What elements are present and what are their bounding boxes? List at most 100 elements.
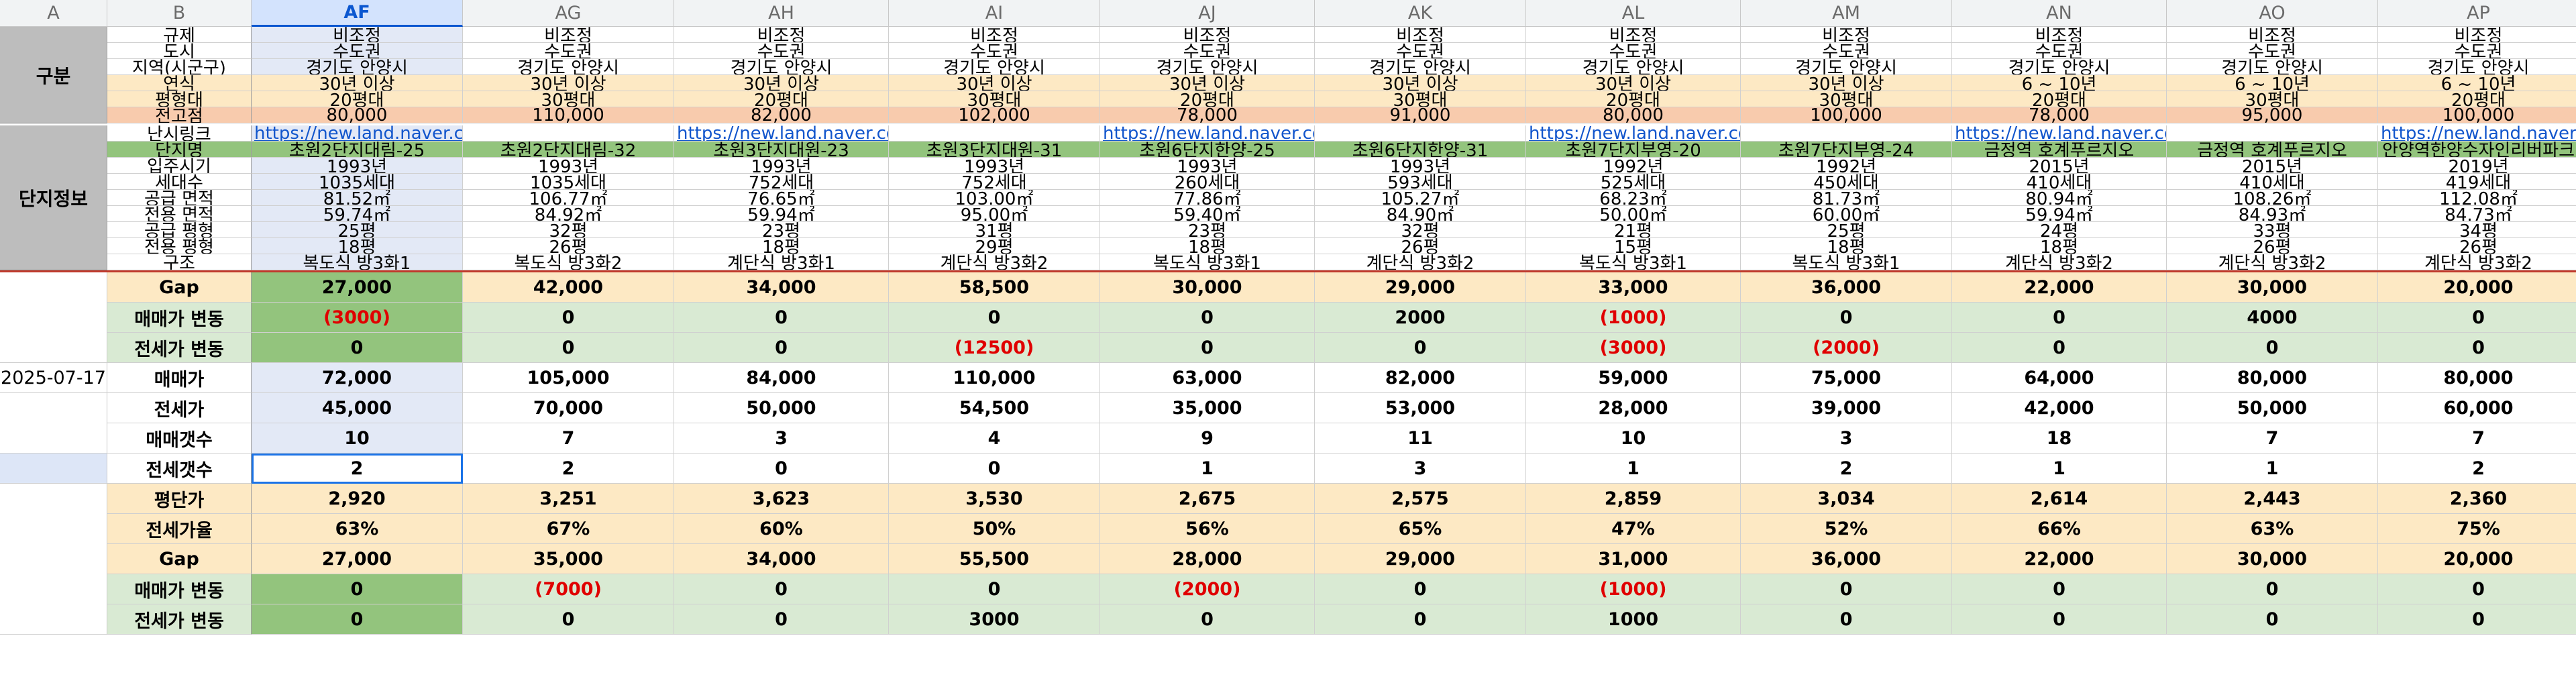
- data-cell[interactable]: 20평대: [1526, 91, 1741, 107]
- data-cell[interactable]: 경기도 안양시: [889, 59, 1100, 75]
- data-cell[interactable]: 1000: [1526, 604, 1741, 635]
- data-cell[interactable]: 2000: [1315, 303, 1526, 333]
- data-cell[interactable]: 비조정: [463, 27, 674, 43]
- data-cell[interactable]: 20평대: [252, 91, 463, 107]
- data-cell[interactable]: 593세대: [1315, 174, 1526, 190]
- data-cell[interactable]: 2: [2378, 454, 2576, 484]
- data-cell[interactable]: 18평: [1952, 238, 2167, 254]
- data-cell[interactable]: 29,000: [1315, 544, 1526, 574]
- data-cell[interactable]: 7: [463, 423, 674, 454]
- data-cell[interactable]: 18평: [252, 238, 463, 254]
- data-cell[interactable]: 76.65㎡: [674, 190, 889, 206]
- data-cell[interactable]: 56%: [1100, 514, 1315, 544]
- data-cell[interactable]: 30평대: [2167, 91, 2378, 107]
- data-cell[interactable]: 100,000: [2378, 107, 2576, 123]
- data-cell[interactable]: 1: [1952, 454, 2167, 484]
- data-cell[interactable]: 2: [252, 454, 463, 484]
- data-cell[interactable]: 25평: [252, 222, 463, 238]
- data-cell[interactable]: 0: [2167, 604, 2378, 635]
- data-cell[interactable]: 64,000: [1952, 363, 2167, 393]
- data-cell[interactable]: 1035세대: [463, 174, 674, 190]
- data-cell[interactable]: https://new.land.naver.co: [1526, 125, 1741, 142]
- data-cell[interactable]: 경기도 안양시: [1315, 59, 1526, 75]
- data-cell[interactable]: 경기도 안양시: [252, 59, 463, 75]
- data-cell[interactable]: 0: [674, 454, 889, 484]
- data-cell[interactable]: 비조정: [889, 27, 1100, 43]
- data-cell[interactable]: 65%: [1315, 514, 1526, 544]
- data-cell[interactable]: 복도식 방3화1: [1100, 254, 1315, 270]
- data-cell[interactable]: 계단식 방3화2: [889, 254, 1100, 270]
- data-cell[interactable]: 18평: [1100, 238, 1315, 254]
- data-cell[interactable]: 58,500: [889, 272, 1100, 303]
- data-cell[interactable]: 초원6단지한양-31: [1315, 142, 1526, 158]
- data-cell[interactable]: 1035세대: [252, 174, 463, 190]
- data-cell[interactable]: 3: [674, 423, 889, 454]
- data-cell[interactable]: 0: [1741, 604, 1952, 635]
- data-cell[interactable]: 105.27㎡: [1315, 190, 1526, 206]
- data-cell[interactable]: 24평: [1952, 222, 2167, 238]
- data-cell[interactable]: 0: [1952, 333, 2167, 363]
- data-cell[interactable]: 39,000: [1741, 393, 1952, 423]
- data-cell[interactable]: 0: [463, 604, 674, 635]
- data-cell[interactable]: 4000: [2167, 303, 2378, 333]
- data-cell[interactable]: 81.73㎡: [1741, 190, 1952, 206]
- data-cell[interactable]: 30년 이상: [889, 75, 1100, 91]
- data-cell[interactable]: 81.52㎡: [252, 190, 463, 206]
- data-cell[interactable]: 100,000: [1741, 107, 1952, 123]
- data-cell[interactable]: 4: [889, 423, 1100, 454]
- data-cell[interactable]: 경기도 안양시: [2167, 59, 2378, 75]
- data-cell[interactable]: 2,443: [2167, 484, 2378, 514]
- data-cell[interactable]: [2167, 125, 2378, 142]
- data-cell[interactable]: 78,000: [1100, 107, 1315, 123]
- data-cell[interactable]: 47%: [1526, 514, 1741, 544]
- data-cell[interactable]: 비조정: [1741, 27, 1952, 43]
- data-cell[interactable]: 59,000: [1526, 363, 1741, 393]
- data-cell[interactable]: 34평: [2378, 222, 2576, 238]
- data-cell[interactable]: (1000): [1526, 303, 1741, 333]
- column-header-af[interactable]: AF: [252, 0, 463, 27]
- data-cell[interactable]: 20,000: [2378, 272, 2576, 303]
- data-cell[interactable]: (3000): [252, 303, 463, 333]
- data-cell[interactable]: 3000: [889, 604, 1100, 635]
- data-cell[interactable]: 63,000: [1100, 363, 1315, 393]
- data-cell[interactable]: 2,360: [2378, 484, 2576, 514]
- data-cell[interactable]: 2,675: [1100, 484, 1315, 514]
- column-header-ap[interactable]: AP: [2378, 0, 2576, 27]
- data-cell[interactable]: 3,530: [889, 484, 1100, 514]
- data-cell[interactable]: 18평: [1741, 238, 1952, 254]
- data-cell[interactable]: 11: [1315, 423, 1526, 454]
- data-cell[interactable]: 0: [1741, 574, 1952, 604]
- data-cell[interactable]: 60%: [674, 514, 889, 544]
- data-cell[interactable]: 20평대: [1952, 91, 2167, 107]
- column-header-a[interactable]: A: [0, 0, 107, 27]
- data-cell[interactable]: 비조정: [674, 27, 889, 43]
- data-cell[interactable]: 0: [252, 574, 463, 604]
- data-cell[interactable]: https://new.land.naver.co: [252, 125, 463, 142]
- data-cell[interactable]: 27,000: [252, 272, 463, 303]
- data-cell[interactable]: 수도권: [1741, 43, 1952, 59]
- data-cell[interactable]: 수도권: [674, 43, 889, 59]
- data-cell[interactable]: 0: [1315, 333, 1526, 363]
- data-cell[interactable]: https://new.land.naver.co: [2378, 125, 2576, 142]
- data-cell[interactable]: 1993년: [889, 158, 1100, 174]
- data-cell[interactable]: 수도권: [463, 43, 674, 59]
- data-cell[interactable]: 33평: [2167, 222, 2378, 238]
- data-cell[interactable]: 30평대: [889, 91, 1100, 107]
- data-cell[interactable]: 0: [1952, 303, 2167, 333]
- data-cell[interactable]: 59.40㎡: [1100, 206, 1315, 222]
- data-cell[interactable]: 35,000: [463, 544, 674, 574]
- data-cell[interactable]: 1: [1526, 454, 1741, 484]
- data-cell[interactable]: 수도권: [252, 43, 463, 59]
- data-cell[interactable]: 초원6단지한양-25: [1100, 142, 1315, 158]
- data-cell[interactable]: 60,000: [2378, 393, 2576, 423]
- data-cell[interactable]: 110,000: [889, 363, 1100, 393]
- column-header-ao[interactable]: AO: [2167, 0, 2378, 27]
- data-cell[interactable]: 42,000: [1952, 393, 2167, 423]
- data-cell[interactable]: 30년 이상: [674, 75, 889, 91]
- data-cell[interactable]: 0: [1315, 574, 1526, 604]
- data-cell[interactable]: 3,623: [674, 484, 889, 514]
- data-cell[interactable]: 15평: [1526, 238, 1741, 254]
- column-header-ak[interactable]: AK: [1315, 0, 1526, 27]
- data-cell[interactable]: 0: [2378, 303, 2576, 333]
